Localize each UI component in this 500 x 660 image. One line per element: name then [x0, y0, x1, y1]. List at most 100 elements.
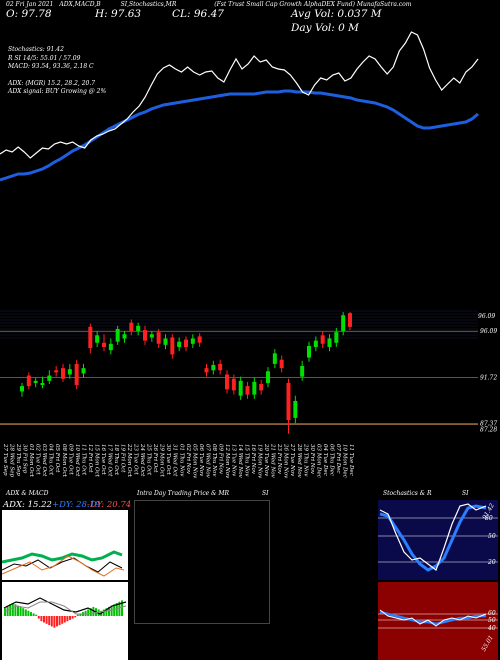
- macd-bar: [92, 606, 95, 616]
- candle-body: [286, 382, 291, 421]
- date-label: 22 Mon Oct: [126, 443, 132, 478]
- macd-bar: [76, 614, 79, 616]
- date-label: 03 Mon Dec: [315, 444, 321, 478]
- macd-bar: [27, 610, 30, 616]
- stoch-si-label: SI: [462, 490, 469, 497]
- date-label: 30 Fri Nov: [309, 444, 315, 475]
- date-label: 06 Thu Dec: [328, 444, 334, 476]
- intraday-si-label: SI: [262, 490, 269, 497]
- date-label: 26 Fri Oct: [152, 443, 158, 473]
- plus-dy-number: +DY: 28.19: [52, 500, 101, 510]
- macd-bar: [84, 610, 87, 616]
- stoch-axis-50: 50: [488, 533, 496, 540]
- adx-number: ADX: 15.22: [3, 500, 52, 510]
- candle-body: [129, 322, 134, 332]
- adx-panel: [2, 500, 128, 580]
- header-title: (Fst Trust Small Cap Growth AlphaDEX Fun…: [214, 1, 412, 8]
- moving-average-line: [0, 89, 479, 182]
- candle-body: [272, 353, 277, 364]
- macd-bar: [30, 612, 32, 616]
- macd-value: MACD: 93.54, 93.36, 2.18 C: [8, 63, 94, 70]
- macd-bar: [4, 608, 6, 616]
- date-label: 05 Mon Nov: [191, 444, 197, 479]
- macd-bar: [6, 605, 9, 616]
- candle-body: [190, 338, 195, 344]
- header-date: 02 Fri Jan 2021: [6, 1, 54, 8]
- date-label: 30 Fri Sep: [22, 444, 28, 474]
- candle-body: [293, 400, 298, 418]
- price-level-label: 91.72: [480, 374, 497, 381]
- macd-bar: [74, 616, 77, 618]
- candle-body: [279, 359, 284, 369]
- macd-bar: [50, 616, 53, 627]
- header-indicators: ADX,MACD,B: [59, 1, 101, 8]
- date-label: 01 Thu Nov: [178, 444, 184, 477]
- close-label: CL: 96.47: [172, 8, 224, 20]
- candle-body: [163, 338, 168, 345]
- date-label: 20 Tue Nov: [263, 443, 269, 477]
- minus-dy-number: -DY: 20.74: [87, 500, 132, 510]
- candle-body: [211, 364, 216, 371]
- date-label: 14 Wed Nov: [237, 444, 243, 479]
- candle-body: [33, 380, 38, 383]
- date-label: 16 Tue Oct: [100, 444, 106, 476]
- candle-body: [40, 382, 45, 386]
- open-label: O: 97.78: [6, 8, 52, 20]
- date-label: 28 Wed Sep: [9, 443, 15, 477]
- candle-body: [67, 369, 72, 375]
- date-label: 07 Wed Nov: [204, 444, 210, 479]
- candle-body: [81, 368, 86, 374]
- candle-body: [313, 340, 318, 347]
- date-label: 05 Fri Oct: [54, 444, 60, 473]
- candle-body: [61, 368, 65, 379]
- adx-signal: ADX signal: BUY Growing @ 2%: [8, 88, 107, 95]
- macd-bar: [17, 605, 19, 616]
- stoch-axis-20: 20: [488, 559, 496, 566]
- date-label: 23 Tue Oct: [133, 443, 139, 476]
- macd-bar: [79, 613, 82, 616]
- candle-body: [108, 343, 113, 351]
- macd-bar: [58, 616, 61, 626]
- candle-body: [184, 339, 188, 347]
- candle-body: [300, 366, 305, 377]
- date-label: 27 Tue Sep: [2, 443, 8, 476]
- macd-bar: [53, 616, 56, 628]
- date-label: 18 Thu Oct: [113, 444, 119, 476]
- date-label: 02 Tue Oct: [35, 444, 41, 476]
- candle-body: [95, 335, 100, 343]
- macd-bar: [121, 600, 123, 616]
- candle-body: [115, 328, 120, 342]
- date-label: 15 Thu Nov: [244, 444, 250, 477]
- macd-bar: [14, 604, 17, 616]
- date-label: 04 Tue Dec: [322, 444, 328, 476]
- date-label: 31 Wed Oct: [172, 444, 178, 477]
- header-line1: 02 Fri Jan 2021 ADX,MACD,B SI,Stochastic…: [6, 1, 496, 8]
- candle-body: [156, 332, 161, 344]
- macd-bar: [11, 603, 14, 616]
- macd-bar: [105, 608, 108, 616]
- macd-bar: [43, 616, 45, 623]
- macd-bar: [66, 616, 69, 622]
- date-label: 29 Thu Nov: [302, 443, 308, 477]
- date-label: 16 Fri Nov: [250, 444, 256, 475]
- macd-bar: [45, 616, 48, 624]
- macd-bar: [61, 616, 64, 624]
- macd-bar: [118, 601, 121, 616]
- macd-bar: [48, 616, 51, 626]
- date-label: 17 Wed Oct: [107, 444, 113, 477]
- stochastics-panel: [378, 500, 498, 580]
- candle-body: [74, 363, 79, 386]
- macd-bar: [9, 604, 12, 616]
- macd-bar: [32, 613, 35, 616]
- candle-body: [266, 371, 270, 383]
- date-label: 10 Mon Dec: [342, 444, 348, 478]
- candle-body: [334, 332, 339, 343]
- date-label: 11 Thu Oct: [80, 444, 86, 476]
- date-label: 19 Mon Nov: [257, 444, 263, 479]
- rsi-axis-60: 60: [488, 610, 496, 617]
- intraday-panel: [134, 500, 270, 624]
- avg-volume: Avg Vol: 0.037 M: [291, 8, 382, 20]
- candle-body: [218, 363, 223, 371]
- stochastics-value: Stochastics: 91.42: [8, 46, 64, 53]
- stochastics-lines: [378, 503, 498, 572]
